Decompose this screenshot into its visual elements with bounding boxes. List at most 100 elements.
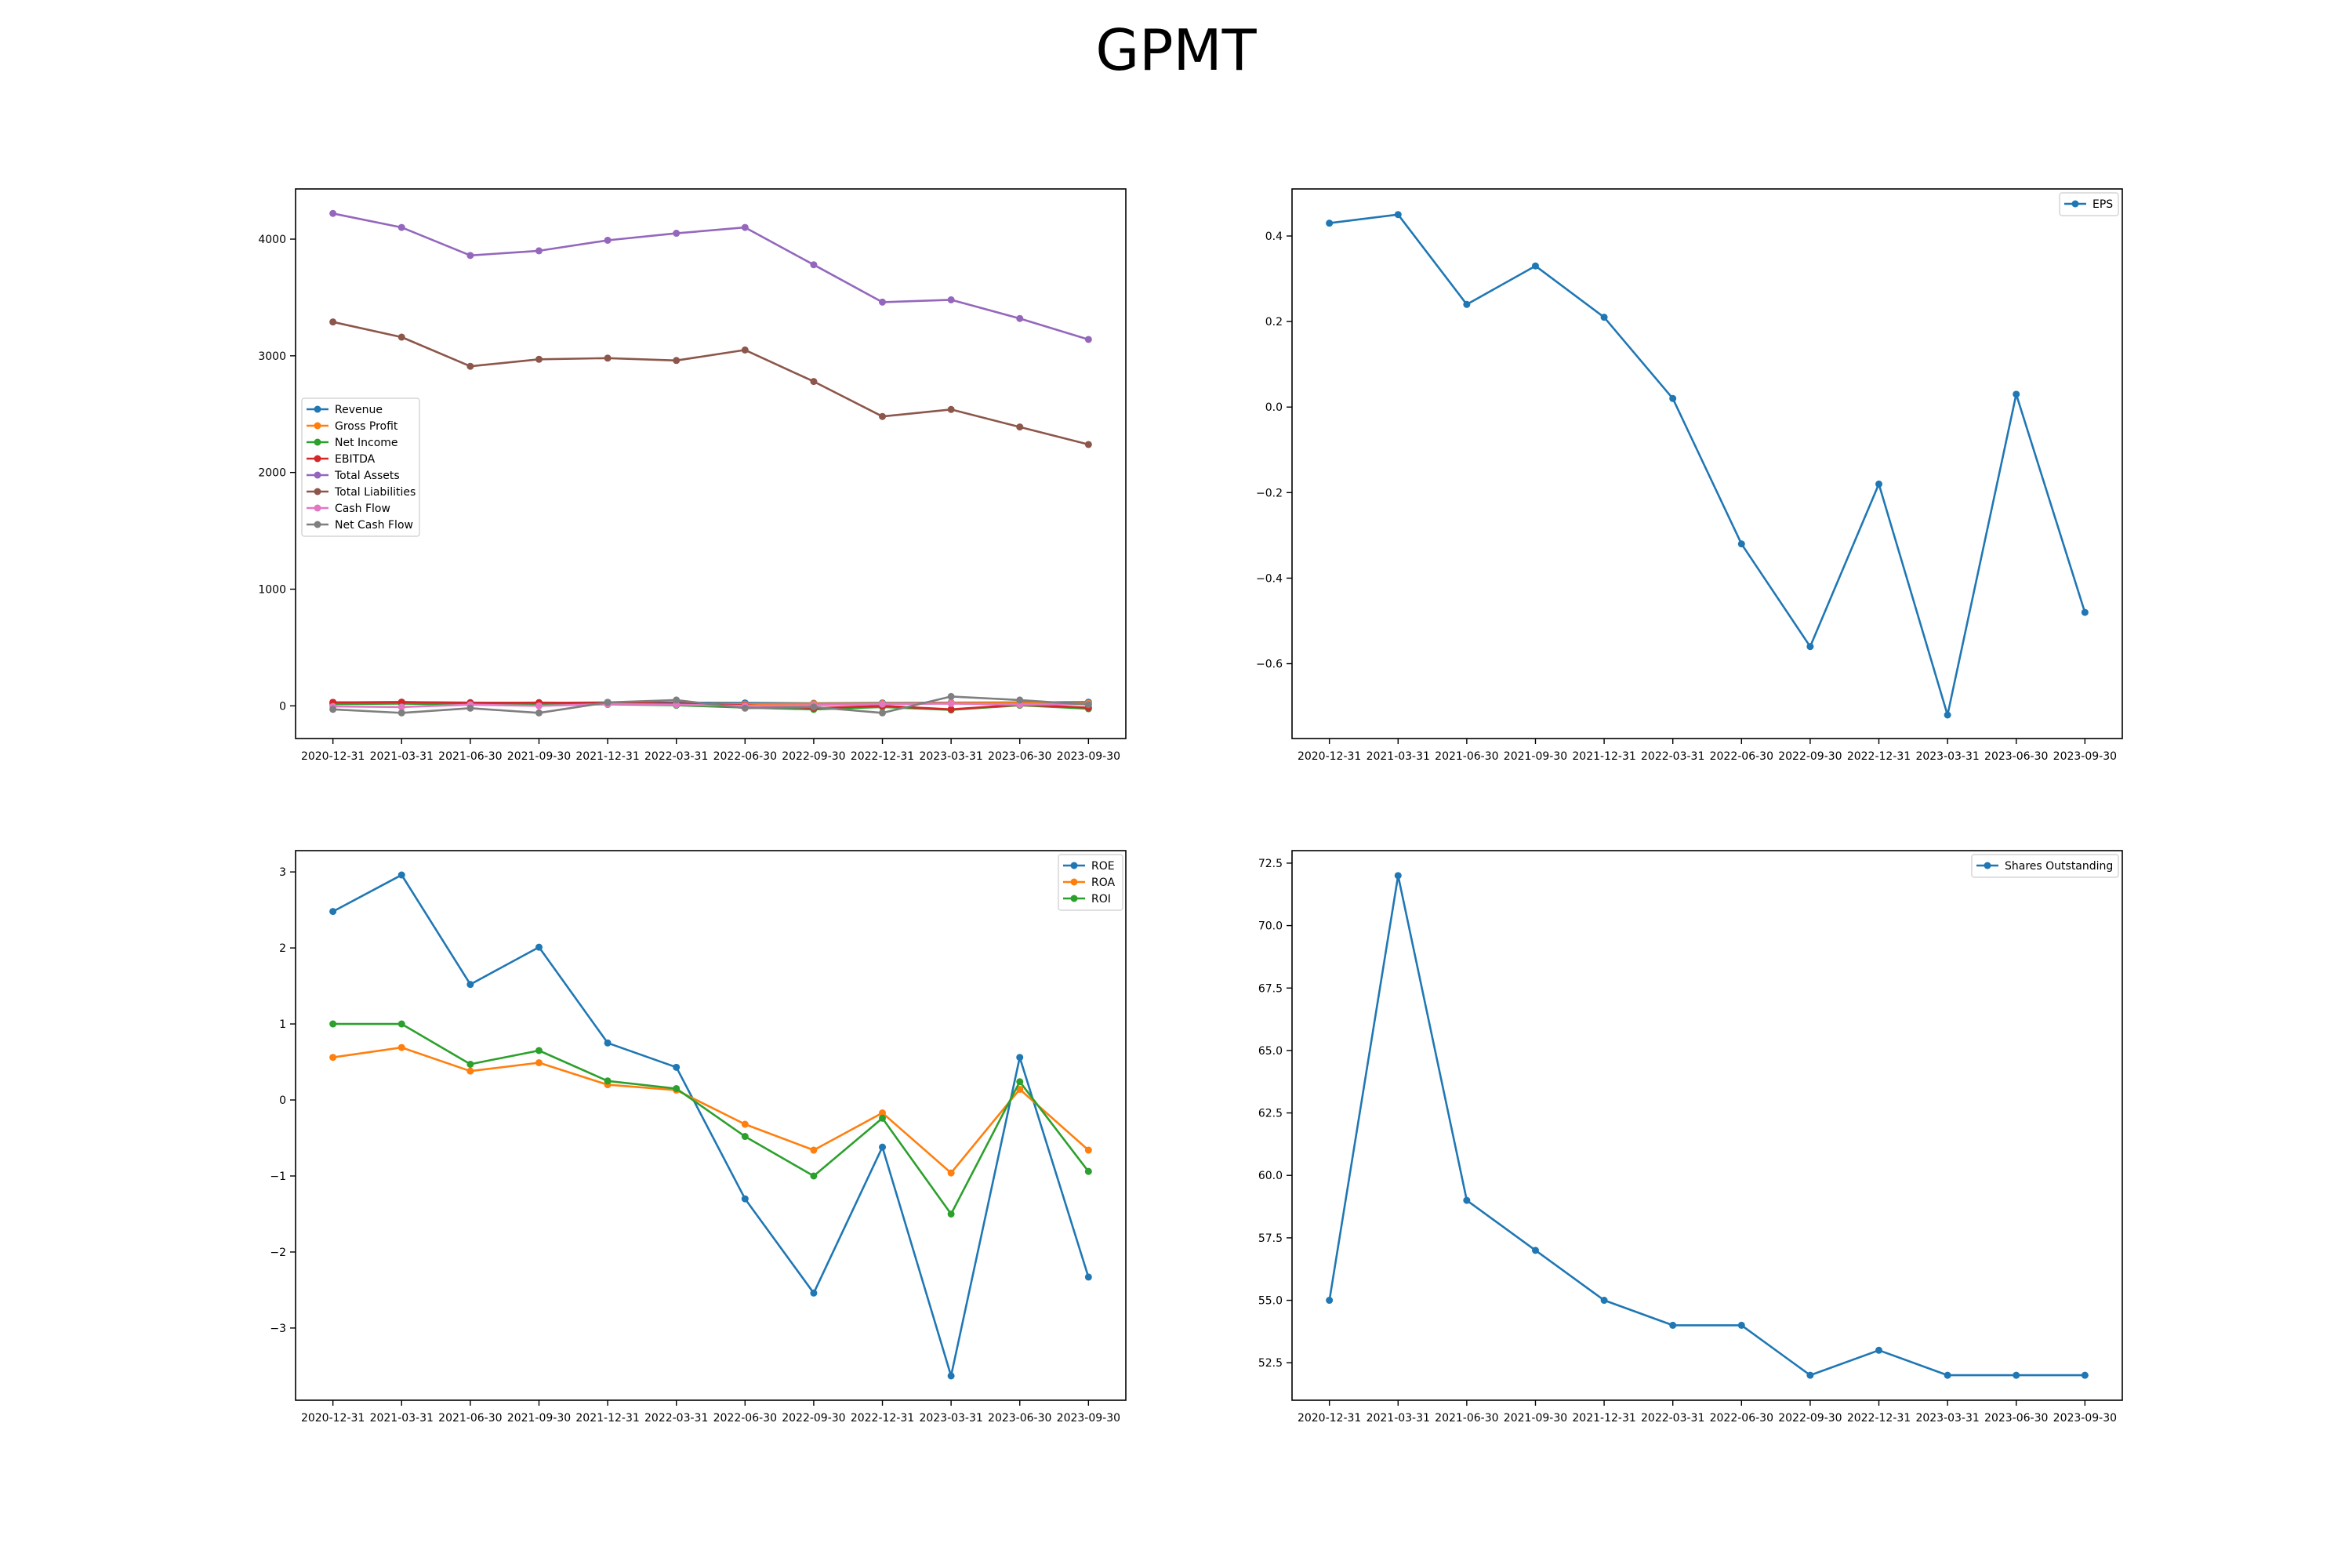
- plot-frame: [295, 188, 1127, 739]
- x-tick-label: 2021-09-30: [1504, 1412, 1567, 1425]
- data-point: [397, 1044, 405, 1051]
- x-tick-label: 2022-03-31: [644, 750, 708, 763]
- data-point: [604, 699, 612, 706]
- data-point: [741, 1195, 749, 1203]
- data-point: [741, 223, 749, 231]
- chart-2: 2020-12-31 2021-03-31 2021-06-30 2021-09-30…: [1256, 188, 2123, 763]
- x-tick-label: 2023-03-31: [1915, 1412, 1979, 1425]
- data-point: [535, 1059, 543, 1067]
- plot-frame: [1291, 188, 2123, 739]
- x-tick-label: 2021-03-31: [1367, 1412, 1430, 1425]
- data-point: [1394, 211, 1402, 219]
- series-total-assets: [329, 209, 1092, 343]
- legend-label: Gross Profit: [335, 420, 398, 433]
- data-point: [1016, 696, 1024, 704]
- legend-box: [301, 397, 420, 537]
- legend: Revenue Gross Profit Net Income EBITDA Total…: [301, 397, 420, 537]
- data-point: [879, 298, 887, 306]
- legend-marker: [314, 422, 321, 430]
- legend-label: Shares Outstanding: [2005, 860, 2113, 873]
- y-tick-label: 0.2: [1265, 316, 1283, 328]
- series-eps: [1326, 211, 2089, 719]
- data-point: [947, 1210, 955, 1218]
- data-point: [2081, 1371, 2089, 1379]
- series-line: [332, 1022, 1090, 1215]
- x-tick-label: 2020-12-31: [301, 750, 365, 763]
- x-tick-label: 2022-03-31: [644, 1412, 708, 1425]
- legend-marker: [1070, 895, 1078, 902]
- data-point: [673, 1084, 681, 1092]
- x-tick-label: 2023-09-30: [1057, 750, 1120, 763]
- series-net-cash-flow: [329, 692, 1092, 717]
- data-point: [397, 871, 405, 879]
- series-line: [1328, 874, 2085, 1377]
- data-point: [397, 223, 405, 231]
- data-point: [1326, 1297, 1334, 1305]
- series-line: [332, 695, 1089, 714]
- data-point: [1084, 1273, 1092, 1281]
- x-tick-label: 2021-09-30: [507, 1412, 571, 1425]
- x-tick-label: 2023-03-31: [919, 1412, 982, 1425]
- x-tick-label: 2021-06-30: [1435, 1412, 1498, 1425]
- data-point: [741, 1120, 749, 1128]
- y-tick-label: 2000: [258, 467, 286, 480]
- data-point: [810, 1172, 818, 1180]
- legend-marker: [314, 488, 321, 495]
- x-tick-label: 2022-12-31: [851, 1412, 914, 1425]
- data-point: [1531, 1247, 1539, 1254]
- x-tick-label: 2023-06-30: [1984, 1412, 2048, 1425]
- data-point: [810, 378, 818, 386]
- legend-marker: [1070, 878, 1078, 886]
- x-tick-label: 2023-09-30: [1057, 1412, 1120, 1425]
- data-point: [1016, 314, 1024, 322]
- x-tick-label: 2023-06-30: [1984, 750, 2048, 763]
- x-tick-label: 2022-12-31: [851, 750, 914, 763]
- data-point: [879, 700, 887, 708]
- data-point: [535, 702, 543, 710]
- data-point: [741, 1133, 749, 1141]
- data-point: [2013, 1371, 2020, 1379]
- data-point: [1084, 701, 1092, 709]
- data-point: [1600, 314, 1608, 321]
- data-point: [604, 354, 612, 362]
- legend-marker: [2071, 200, 2079, 208]
- data-point: [604, 236, 612, 244]
- data-point: [466, 362, 474, 370]
- data-point: [810, 1289, 818, 1297]
- data-point: [879, 1114, 887, 1122]
- x-tick-label: 2023-03-31: [919, 750, 982, 763]
- y-tick-label: −0.6: [1256, 659, 1283, 671]
- y-tick-label: 0.0: [1265, 401, 1283, 414]
- legend: EPS: [2059, 192, 2119, 216]
- x-tick-label: 2022-03-31: [1641, 1412, 1704, 1425]
- x-tick-label: 2022-06-30: [1710, 1412, 1773, 1425]
- legend-marker: [1984, 862, 1991, 869]
- data-point: [1875, 1346, 1883, 1354]
- series-line: [332, 212, 1089, 341]
- x-tick-label: 2022-12-31: [1847, 1412, 1911, 1425]
- x-tick-label: 2021-03-31: [370, 750, 434, 763]
- data-point: [466, 981, 474, 989]
- data-point: [1394, 872, 1402, 880]
- data-point: [947, 1372, 955, 1380]
- x-tick-label: 2022-06-30: [713, 750, 777, 763]
- data-point: [1669, 394, 1677, 402]
- x-tick-label: 2021-09-30: [1504, 750, 1567, 763]
- data-point: [947, 699, 955, 707]
- y-tick-label: 52.5: [1258, 1357, 1283, 1370]
- y-tick-label: −0.2: [1256, 487, 1283, 499]
- data-point: [1875, 480, 1883, 488]
- x-tick-label: 2021-06-30: [1435, 750, 1498, 763]
- data-point: [1016, 1054, 1024, 1062]
- data-point: [397, 1020, 405, 1028]
- x-tick-label: 2022-09-30: [782, 1412, 845, 1425]
- data-point: [1016, 1085, 1024, 1093]
- legend-label: Total Liabilities: [334, 486, 416, 499]
- y-tick-label: 2: [279, 942, 286, 955]
- legend-marker: [314, 455, 321, 463]
- y-tick-label: −0.4: [1256, 572, 1283, 585]
- data-point: [1806, 643, 1814, 651]
- legend-label: EPS: [2092, 198, 2113, 211]
- legend-marker: [314, 405, 321, 413]
- series-line: [1329, 213, 2086, 717]
